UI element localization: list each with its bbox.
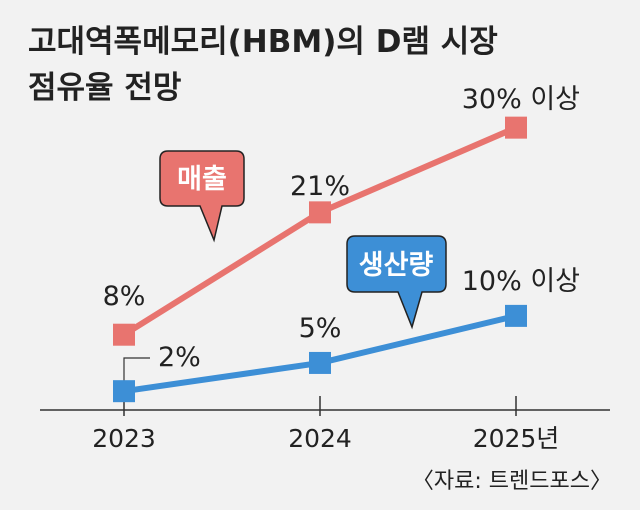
callout-bubble-production bbox=[346, 235, 447, 330]
x-tick-label: 2024 bbox=[288, 424, 352, 453]
data-point-marker bbox=[309, 351, 331, 374]
data-label: 5% bbox=[299, 313, 342, 344]
data-label: 30% 이상 bbox=[462, 84, 580, 115]
callout-label-sales: 매출 bbox=[177, 164, 227, 195]
label-leader-line bbox=[123, 357, 150, 382]
callout-bubble-sales bbox=[159, 150, 245, 243]
data-point-marker bbox=[113, 380, 135, 403]
data-point-marker bbox=[309, 201, 331, 224]
data-point-marker bbox=[113, 323, 135, 346]
data-point-marker bbox=[505, 304, 527, 327]
series-callout-sales: 매출 bbox=[159, 150, 245, 243]
series-callout-production: 생산량 bbox=[346, 235, 447, 330]
chart-title-line1: 고대역폭메모리(HBM)의 D램 시장 bbox=[28, 24, 498, 60]
data-label: 10% 이상 bbox=[462, 266, 580, 297]
data-label: 2% bbox=[158, 342, 201, 373]
data-point-marker bbox=[505, 116, 527, 139]
data-label: 21% bbox=[290, 171, 350, 202]
chart-title-line2: 점유율 전망 bbox=[28, 70, 181, 106]
source-note: 〈자료: 트렌드포스〉 bbox=[412, 469, 612, 494]
callout-label-production: 생산량 bbox=[359, 250, 434, 281]
x-tick-label: 2025년 bbox=[473, 424, 560, 453]
x-tick-label: 2023 bbox=[92, 424, 156, 453]
data-label: 8% bbox=[103, 281, 146, 312]
